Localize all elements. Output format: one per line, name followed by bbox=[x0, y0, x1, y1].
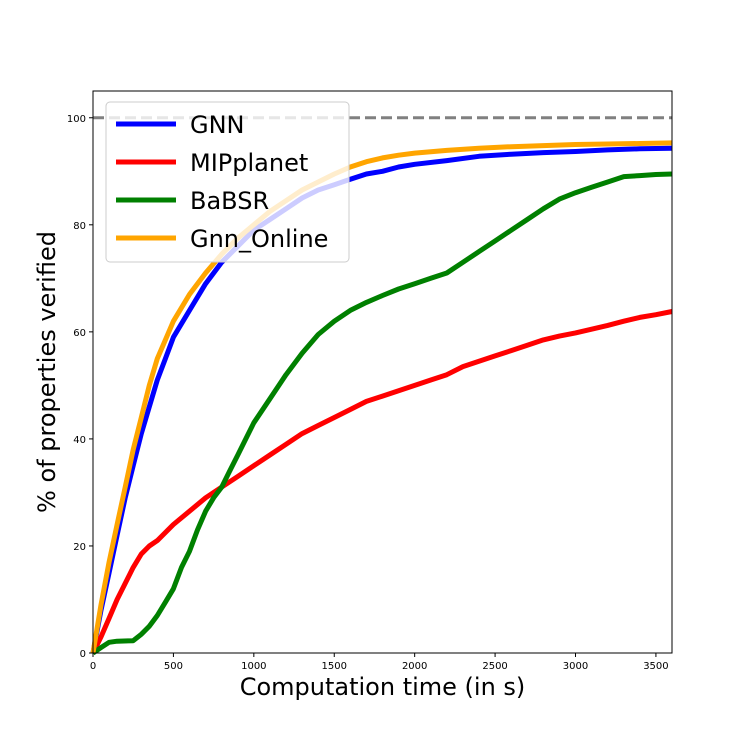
x-tick-label: 500 bbox=[164, 661, 183, 672]
plot-frame bbox=[92, 90, 673, 654]
y-axis-label: % of properties verified bbox=[33, 231, 61, 513]
legend-label-babsr: BaBSR bbox=[190, 187, 269, 215]
x-tick-label: 3000 bbox=[563, 661, 588, 672]
x-tick-label: 2000 bbox=[402, 661, 427, 672]
series-line-babsr bbox=[91, 171, 673, 656]
y-tick-label: 0 bbox=[80, 649, 86, 660]
series-line-mipplanet bbox=[90, 309, 673, 655]
x-tick-label: 1000 bbox=[241, 661, 266, 672]
x-tick-label: 0 bbox=[90, 661, 96, 672]
y-tick-label: 100 bbox=[67, 114, 86, 125]
legend: GNN MIPplanet BaBSR Gnn_Online bbox=[105, 101, 350, 263]
legend-label-mipplanet: MIPplanet bbox=[190, 149, 308, 177]
y-tick-label: 40 bbox=[73, 435, 86, 446]
legend-label-gnn-online: Gnn_Online bbox=[190, 225, 328, 253]
legend-label-gnn: GNN bbox=[190, 111, 245, 139]
axis-ticks: 0 500 1000 1500 2000 2500 3000 3500 0 20 40 60 80 100 bbox=[67, 114, 669, 672]
y-tick-label: 20 bbox=[73, 542, 86, 553]
y-tick-label: 60 bbox=[73, 328, 86, 339]
x-tick-label: 3500 bbox=[643, 661, 668, 672]
y-tick-label: 80 bbox=[73, 221, 86, 232]
x-tick-label: 2500 bbox=[482, 661, 507, 672]
x-axis-label: Computation time (in s) bbox=[240, 673, 526, 701]
legend-box bbox=[105, 101, 350, 263]
x-tick-label: 1500 bbox=[322, 661, 347, 672]
